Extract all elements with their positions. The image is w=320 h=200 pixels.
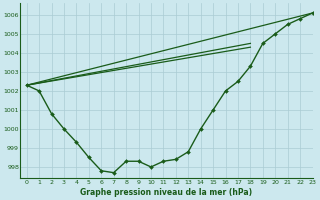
X-axis label: Graphe pression niveau de la mer (hPa): Graphe pression niveau de la mer (hPa) [80, 188, 252, 197]
